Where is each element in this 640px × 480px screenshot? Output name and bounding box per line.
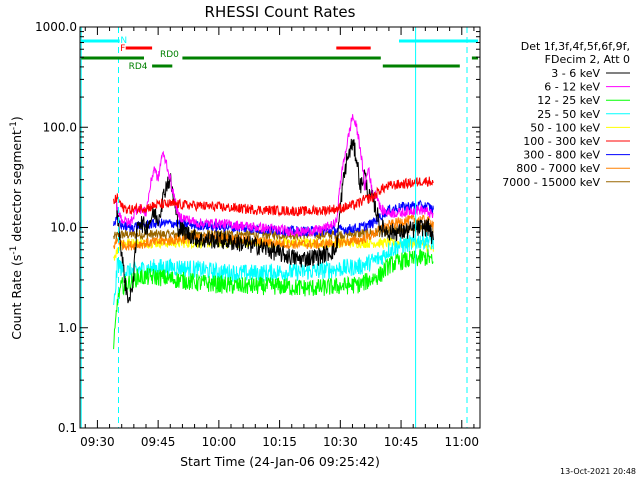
y-axis-label: Count Rate (s-1 detector segment-1): [9, 116, 24, 340]
flag-label-f: F: [120, 44, 125, 54]
series-line-100-300-kev: [113, 176, 434, 218]
series-line-25-50-kev: [113, 230, 434, 305]
x-tick-label: 10:00: [202, 435, 237, 449]
legend-entry-label: 50 - 100 keV: [530, 121, 600, 134]
legend-entry-label: 100 - 300 keV: [523, 135, 600, 148]
series-line-12-25-kev: [113, 248, 434, 350]
series-line-6-12-kev: [115, 114, 434, 238]
legend-entry-label: 800 - 7000 keV: [516, 162, 600, 175]
legend-entry-label: 25 - 50 keV: [537, 108, 600, 121]
x-tick-label: 09:45: [141, 435, 176, 449]
legend-entry-label: 6 - 12 keV: [544, 81, 600, 94]
legend-entry-label: 300 - 800 keV: [523, 149, 600, 162]
series-line-3-6-kev: [115, 138, 434, 304]
y-tick-label: 1000.0: [35, 20, 77, 34]
chart-title: RHESSI Count Rates: [205, 3, 356, 21]
x-tick-label: 10:30: [323, 435, 358, 449]
y-tick-label: 10.0: [50, 221, 77, 235]
x-axis-label: Start Time (24-Jan-06 09:25:42): [180, 454, 380, 469]
series-line-300-800-kev: [113, 199, 434, 238]
legend-header-line-1: Det 1f,3f,4f,5f,6f,9f,: [521, 40, 630, 53]
y-tick-label: 0.1: [58, 421, 77, 435]
legend-entry-label: 12 - 25 keV: [537, 94, 600, 107]
footer-timestamp: 13-Oct-2021 20:48: [560, 467, 636, 476]
legend-header-line-2: FDecim 2, Att 0: [545, 53, 630, 66]
x-tick-label: 10:15: [262, 435, 297, 449]
legend-entry-label: 7000 - 15000 keV: [502, 176, 600, 189]
flag-label-rd0: RD0: [160, 50, 179, 60]
legend: Det 1f,3f,4f,5f,6f,9f, FDecim 2, Att 0 3…: [502, 40, 630, 189]
flag-label-rd4: RD4: [129, 62, 148, 72]
y-tick-label: 1.0: [58, 321, 77, 335]
x-tick-label: 10:45: [384, 435, 419, 449]
x-tick-label: 09:30: [80, 435, 115, 449]
y-tick-label: 100.0: [43, 120, 77, 134]
legend-entry-label: 3 - 6 keV: [551, 67, 600, 80]
flag-label-n: N: [120, 36, 127, 46]
x-tick-label: 11:00: [444, 435, 479, 449]
